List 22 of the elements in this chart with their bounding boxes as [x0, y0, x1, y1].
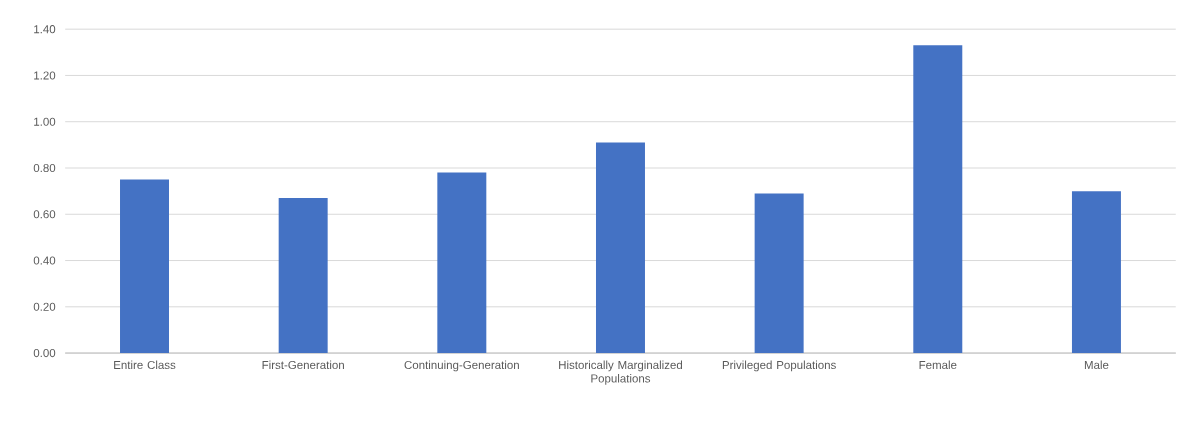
x-tick-label: Historically Marginalized Populations — [559, 360, 682, 385]
x-tick-label: Male — [1084, 360, 1109, 369]
bar — [913, 45, 963, 353]
y-tick-label: 0.00 — [33, 348, 56, 358]
bar — [754, 193, 804, 353]
y-tick-label: 0.40 — [33, 256, 56, 265]
x-tick-label: First-Generation — [262, 360, 344, 369]
y-tick-label: 1.40 — [34, 24, 56, 34]
x-tick-label: Privileged Populations — [722, 360, 836, 372]
bar — [595, 142, 645, 353]
x-tick-label: Female — [919, 360, 957, 369]
x-tick-label: Entire Class — [114, 360, 176, 369]
bar — [120, 179, 169, 353]
y-tick-label: 0.60 — [33, 210, 56, 219]
y-tick-label: 1.00 — [34, 117, 56, 126]
bar — [437, 172, 487, 353]
y-tick-label: 0.80 — [33, 163, 56, 172]
y-tick-label: 1.20 — [34, 71, 56, 80]
bar — [1071, 191, 1121, 353]
bar — [278, 197, 328, 353]
x-tick-label: Continuing-Generation — [404, 360, 519, 372]
y-tick-label: 0.20 — [33, 302, 56, 311]
